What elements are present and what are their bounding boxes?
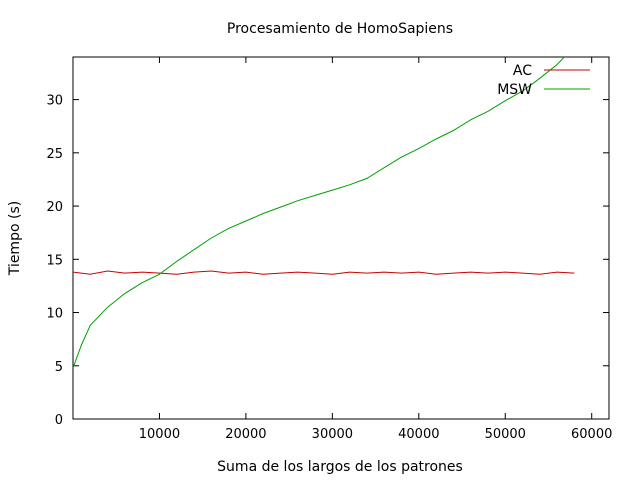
x-tick-label: 20000 — [225, 427, 266, 442]
legend-label-ac: AC — [513, 63, 532, 79]
y-tick-label: 15 — [46, 253, 63, 268]
x-axis-label: Suma de los largos de los patrones — [217, 459, 463, 475]
series-layer — [73, 57, 575, 369]
x-tick-label: 60000 — [571, 427, 612, 442]
x-tick-label: 40000 — [398, 427, 439, 442]
chart-title: Procesamiento de HomoSapiens — [227, 21, 453, 37]
y-axis-label: Tiempo (s) — [7, 201, 23, 276]
y-tick-label: 30 — [46, 94, 63, 109]
plot-frame — [72, 56, 610, 420]
y-tick-label: 25 — [46, 147, 63, 162]
series-line-msw — [73, 57, 565, 369]
y-tick-label: 5 — [55, 360, 63, 375]
y-tick-label: 0 — [55, 413, 63, 428]
x-tick-label: 10000 — [139, 427, 180, 442]
x-axis: 10000 20000 30000 40000 50000 60000 — [139, 57, 612, 442]
y-tick-label: 20 — [46, 200, 63, 215]
x-tick-label: 50000 — [485, 427, 526, 442]
legend-label-msw: MSW — [497, 82, 532, 98]
y-tick-label: 10 — [46, 307, 63, 322]
series-line-ac — [73, 270, 575, 275]
x-tick-label: 30000 — [312, 427, 353, 442]
y-axis: 0 5 10 15 20 25 30 — [46, 94, 609, 428]
legend: AC MSW — [497, 63, 590, 98]
